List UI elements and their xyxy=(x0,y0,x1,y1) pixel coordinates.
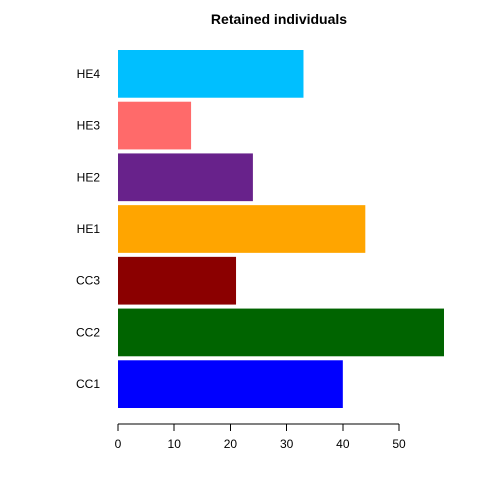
y-tick-label-he4: HE4 xyxy=(77,67,101,81)
x-axis: 0 10 20 30 40 50 xyxy=(115,423,406,451)
bar-he2 xyxy=(118,153,253,202)
chart-title: Retained individuals xyxy=(211,11,347,27)
x-tick-label: 20 xyxy=(224,437,238,451)
bar-cc1 xyxy=(118,360,343,408)
y-tick-label-cc2: CC2 xyxy=(76,325,100,339)
bar-cc3 xyxy=(118,256,237,305)
x-tick-label: 30 xyxy=(280,437,294,451)
y-axis-labels: CC1 CC2 CC3 HE1 HE2 HE3 HE4 xyxy=(76,67,100,391)
y-tick-label-cc1: CC1 xyxy=(76,377,100,391)
y-tick-label-he1: HE1 xyxy=(77,222,101,236)
x-tick-label: 0 xyxy=(115,437,122,451)
y-tick-label-he2: HE2 xyxy=(77,170,101,184)
bar-he4 xyxy=(118,50,304,98)
bar-he3 xyxy=(118,101,192,150)
y-tick-label-cc3: CC3 xyxy=(76,274,100,288)
bars-layer xyxy=(118,50,444,408)
x-tick-label: 50 xyxy=(392,437,406,451)
y-tick-label-he3: HE3 xyxy=(77,119,101,133)
x-tick-label: 10 xyxy=(168,437,182,451)
x-tick-label: 40 xyxy=(336,437,350,451)
bar-he1 xyxy=(118,205,366,253)
bar-cc2 xyxy=(118,308,444,357)
